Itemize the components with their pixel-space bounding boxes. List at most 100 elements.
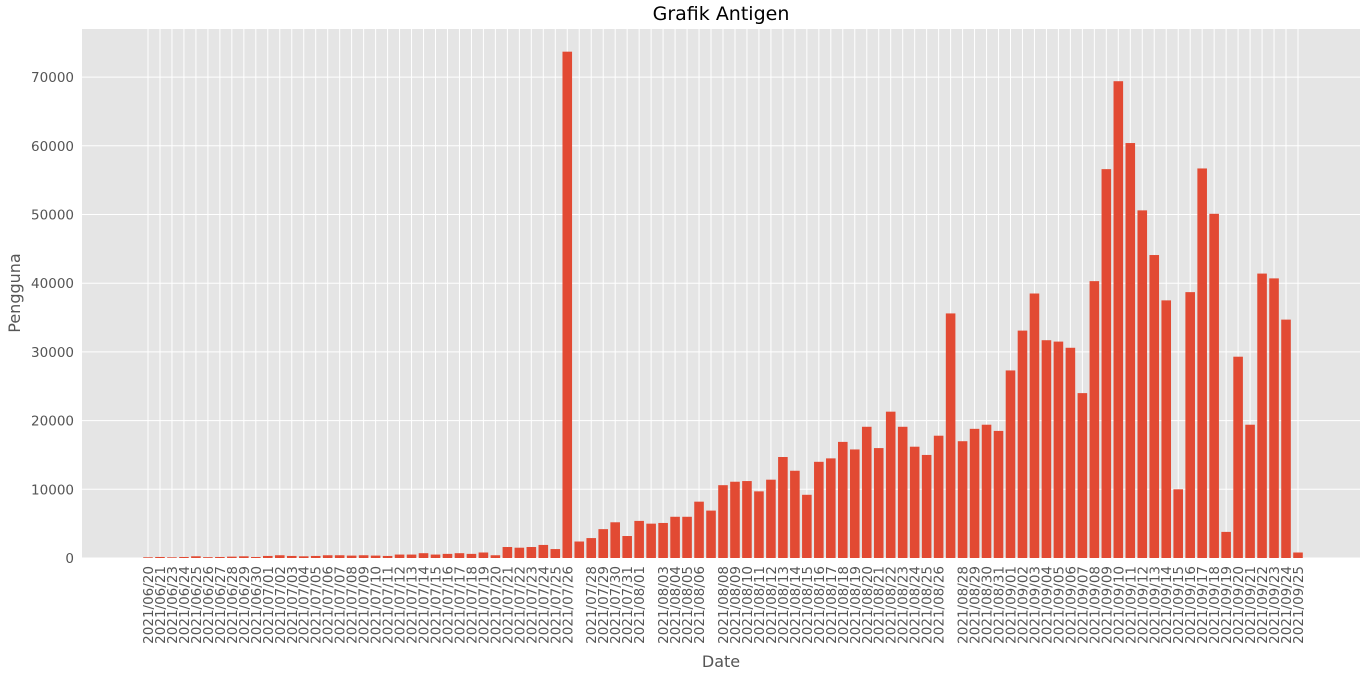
x-tick-label: 2021/08/26 <box>932 566 948 644</box>
bar <box>143 557 153 558</box>
x-tick-label: 2021/09/17 <box>1195 566 1211 644</box>
x-tick-label: 2021/08/15 <box>800 566 816 644</box>
bar <box>1029 293 1040 558</box>
bar <box>861 426 872 558</box>
bar <box>849 449 860 558</box>
bar <box>778 457 788 558</box>
y-tick-label: 60000 <box>31 139 74 155</box>
x-tick-label: 2021/08/11 <box>752 566 768 644</box>
bar <box>1221 531 1231 558</box>
bar <box>670 516 680 558</box>
y-axis-label: Pengguna <box>5 253 24 332</box>
x-axis-label: Date <box>702 652 740 671</box>
x-tick-label: 2021/09/14 <box>1159 566 1175 644</box>
x-tick-label: 2021/06/28 <box>225 566 241 644</box>
x-tick-label: 2021/09/10 <box>1111 566 1127 644</box>
bar <box>394 554 405 558</box>
x-tick-label: 2021/07/31 <box>620 566 636 644</box>
bar <box>598 529 608 558</box>
bar <box>574 541 585 558</box>
x-tick-label: 2021/06/23 <box>165 566 181 644</box>
y-tick-label: 40000 <box>31 276 74 292</box>
x-tick-label: 2021/08/30 <box>980 566 996 644</box>
x-tick-label: 2021/09/02 <box>1015 566 1031 644</box>
bars <box>143 51 1303 559</box>
bar <box>239 556 249 558</box>
y-tick-label: 20000 <box>31 414 74 430</box>
x-tick-label: 2021/07/12 <box>393 566 409 644</box>
bar <box>694 501 704 558</box>
bar <box>814 461 824 558</box>
bar <box>1125 143 1136 558</box>
bar <box>203 557 213 558</box>
x-tick-label: 2021/07/03 <box>285 566 301 644</box>
x-tick-label: 2021/07/08 <box>345 566 361 644</box>
x-tick-label: 2021/06/30 <box>249 566 265 644</box>
x-tick-label: 2021/08/01 <box>632 566 648 644</box>
x-tick-label: 2021/09/13 <box>1147 566 1163 644</box>
bar <box>310 555 321 558</box>
bar <box>921 454 932 558</box>
x-tick-label: 2021/07/06 <box>321 566 337 644</box>
bar <box>466 553 477 558</box>
bar <box>526 547 537 558</box>
x-tick-label: 2021/08/13 <box>776 566 792 644</box>
bar <box>1077 393 1088 558</box>
bar <box>742 481 752 558</box>
x-tick-label: 2021/07/24 <box>536 566 552 644</box>
bar <box>406 554 417 558</box>
bar <box>538 544 549 558</box>
bar <box>1101 169 1112 559</box>
bar <box>706 510 716 558</box>
y-tick-label: 50000 <box>31 207 74 223</box>
x-tick-label: 2021/09/21 <box>1243 566 1259 644</box>
bar <box>454 553 465 558</box>
bar <box>885 411 896 558</box>
bar <box>1053 341 1064 558</box>
x-tick-label: 2021/06/24 <box>177 566 193 644</box>
bar <box>957 441 968 558</box>
bar <box>1281 319 1291 558</box>
x-tick-label: 2021/08/06 <box>692 566 708 644</box>
bar <box>251 556 261 558</box>
bar <box>442 553 453 558</box>
bar <box>191 556 201 558</box>
bar <box>298 556 309 558</box>
x-tick-label: 2021/07/04 <box>297 566 313 644</box>
bar <box>897 426 908 558</box>
bar <box>1017 330 1028 558</box>
x-tick-label: 2021/07/11 <box>381 566 397 644</box>
y-tick-label: 10000 <box>31 482 74 498</box>
x-tick-label: 2021/07/01 <box>261 566 277 644</box>
x-tick-label: 2021/07/23 <box>524 566 540 644</box>
bar <box>718 485 728 558</box>
bar <box>622 536 632 558</box>
x-tick-label: 2021/07/21 <box>500 566 516 644</box>
x-tick-label: 2021/09/04 <box>1039 566 1055 644</box>
bar <box>227 556 237 558</box>
bar <box>969 428 980 558</box>
x-tick-label: 2021/08/10 <box>740 566 756 644</box>
bar <box>263 555 273 558</box>
x-tick-label: 2021/07/28 <box>584 566 600 644</box>
x-tick-label: 2021/07/29 <box>596 566 612 644</box>
x-tick-label: 2021/07/30 <box>608 566 624 644</box>
x-tick-label: 2021/08/03 <box>656 566 672 644</box>
bar <box>634 520 644 558</box>
bar <box>766 479 776 558</box>
x-tick-label: 2021/08/09 <box>728 566 744 644</box>
bar <box>730 481 740 558</box>
x-tick-label: 2021/09/08 <box>1087 566 1103 644</box>
x-tick-label: 2021/07/09 <box>357 566 373 644</box>
bar <box>873 448 884 558</box>
x-tick-label: 2021/09/18 <box>1207 566 1223 644</box>
x-tick-label: 2021/08/29 <box>968 566 984 644</box>
x-tick-label: 2021/09/22 <box>1255 566 1271 644</box>
bar <box>215 556 225 558</box>
bar <box>286 555 297 558</box>
x-tick-label: 2021/09/16 <box>1183 566 1199 644</box>
x-tick-label: 2021/08/05 <box>680 566 696 644</box>
x-tick-label: 2021/09/11 <box>1123 566 1139 644</box>
bar <box>981 424 992 558</box>
x-tick-label: 2021/08/14 <box>788 566 804 644</box>
